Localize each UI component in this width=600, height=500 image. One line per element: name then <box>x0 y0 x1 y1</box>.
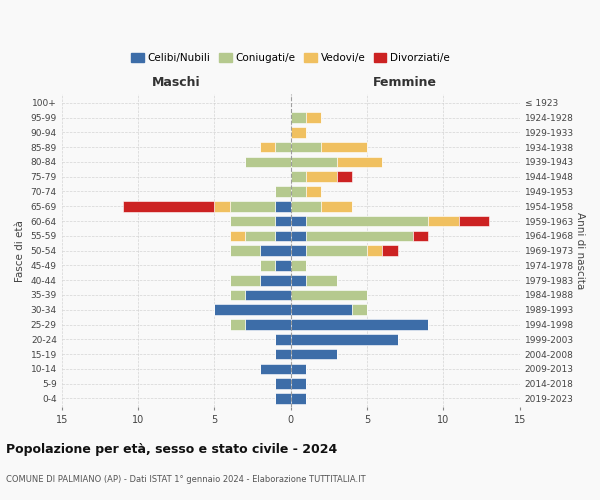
Bar <box>291 275 306 285</box>
Bar <box>275 349 291 360</box>
Bar <box>337 156 382 167</box>
Bar <box>260 246 291 256</box>
Bar <box>230 275 260 285</box>
Bar <box>291 334 398 344</box>
Bar <box>291 112 306 123</box>
Bar <box>275 378 291 389</box>
Bar <box>306 112 321 123</box>
Bar <box>428 216 458 226</box>
Bar <box>291 142 321 152</box>
Bar <box>291 378 306 389</box>
Bar <box>230 319 245 330</box>
Bar <box>123 201 214 211</box>
Bar <box>214 201 230 211</box>
Bar <box>291 156 337 167</box>
Bar <box>413 230 428 241</box>
Bar <box>337 172 352 182</box>
Bar <box>291 216 306 226</box>
Bar <box>367 246 382 256</box>
Bar <box>306 246 367 256</box>
Bar <box>275 186 291 197</box>
Bar <box>275 334 291 344</box>
Bar <box>230 230 245 241</box>
Bar <box>321 201 352 211</box>
Bar <box>260 275 291 285</box>
Bar <box>230 246 260 256</box>
Bar <box>275 142 291 152</box>
Bar <box>291 230 306 241</box>
Text: COMUNE DI PALMIANO (AP) - Dati ISTAT 1° gennaio 2024 - Elaborazione TUTTITALIA.I: COMUNE DI PALMIANO (AP) - Dati ISTAT 1° … <box>6 476 365 484</box>
Bar <box>230 201 275 211</box>
Bar <box>291 304 352 315</box>
Y-axis label: Fasce di età: Fasce di età <box>15 220 25 282</box>
Bar <box>230 216 275 226</box>
Bar <box>321 142 367 152</box>
Bar <box>306 275 337 285</box>
Bar <box>275 216 291 226</box>
Bar <box>275 201 291 211</box>
Bar <box>260 260 275 270</box>
Bar <box>306 230 413 241</box>
Bar <box>306 216 428 226</box>
Bar <box>214 304 291 315</box>
Bar <box>245 156 291 167</box>
Legend: Celibi/Nubili, Coniugati/e, Vedovi/e, Divorziati/e: Celibi/Nubili, Coniugati/e, Vedovi/e, Di… <box>127 49 454 68</box>
Bar <box>291 186 306 197</box>
Bar <box>275 260 291 270</box>
Bar <box>291 246 306 256</box>
Text: Popolazione per età, sesso e stato civile - 2024: Popolazione per età, sesso e stato civil… <box>6 442 337 456</box>
Bar <box>291 290 367 300</box>
Bar <box>260 142 275 152</box>
Bar <box>306 172 337 182</box>
Bar <box>245 290 291 300</box>
Bar <box>291 127 306 138</box>
Bar <box>260 364 291 374</box>
Bar <box>291 260 306 270</box>
Bar <box>291 201 321 211</box>
Bar <box>291 393 306 404</box>
Bar <box>291 319 428 330</box>
Bar <box>291 364 306 374</box>
Bar <box>245 319 291 330</box>
Bar <box>352 304 367 315</box>
Bar <box>275 230 291 241</box>
Bar <box>458 216 489 226</box>
Y-axis label: Anni di nascita: Anni di nascita <box>575 212 585 290</box>
Bar <box>230 290 245 300</box>
Bar <box>275 393 291 404</box>
Bar <box>291 172 306 182</box>
Bar <box>306 186 321 197</box>
Text: Femmine: Femmine <box>373 76 437 90</box>
Bar <box>291 349 337 360</box>
Bar <box>382 246 398 256</box>
Text: Maschi: Maschi <box>152 76 200 90</box>
Bar <box>245 230 275 241</box>
